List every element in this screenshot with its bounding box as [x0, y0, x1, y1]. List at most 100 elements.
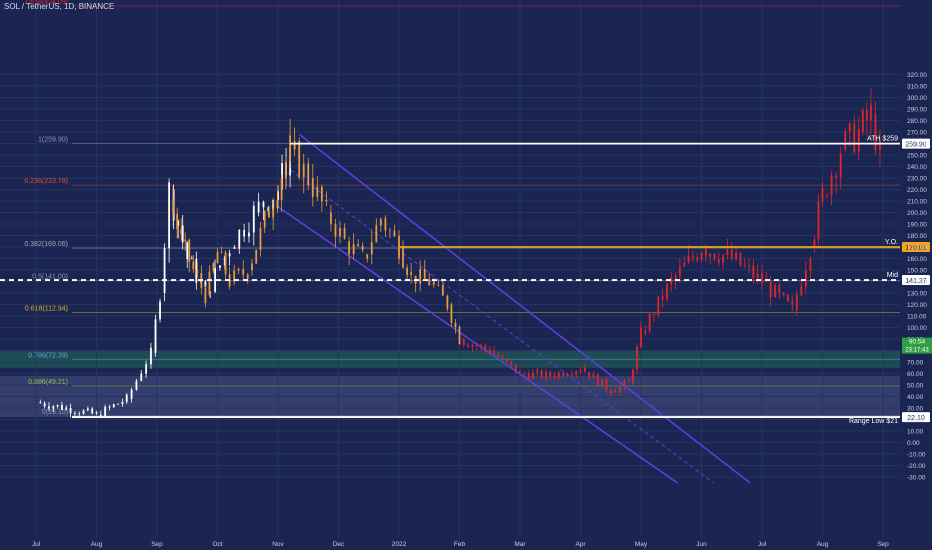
candle-body	[471, 344, 474, 347]
price-tick-label: 0.00	[907, 440, 920, 447]
level-price-label: 259.90	[905, 142, 927, 149]
candle-body	[640, 327, 642, 347]
price-tick-label: 100.00	[907, 325, 927, 332]
candle-body	[618, 386, 621, 393]
candle-body	[188, 239, 191, 262]
candle-body	[186, 242, 189, 260]
candle-body	[375, 225, 378, 243]
candle-body	[666, 284, 668, 300]
candle-body	[636, 346, 638, 370]
price-tick-label: 30.00	[907, 406, 924, 413]
candle-body	[450, 304, 453, 323]
candle-body	[181, 225, 184, 243]
price-tick-label: 280.00	[907, 118, 927, 125]
candle-body	[835, 175, 838, 178]
price-tick-label: 270.00	[907, 130, 927, 137]
candle-body	[212, 263, 215, 272]
candle-body	[145, 364, 148, 374]
candle-body	[661, 296, 664, 300]
candle-body	[588, 371, 591, 378]
candle-body	[370, 242, 373, 255]
candle-body	[861, 110, 864, 132]
candle-body	[307, 163, 310, 186]
price-tick-label: 240.00	[907, 164, 927, 171]
candle-body	[298, 141, 301, 178]
candle-body	[252, 205, 255, 233]
candle-body	[78, 413, 81, 415]
candle-body	[583, 367, 586, 372]
time-tick-label: Aug	[817, 541, 829, 548]
candle-body	[196, 270, 199, 274]
candle-body	[865, 110, 868, 121]
candle-body	[809, 258, 812, 271]
candle-body	[493, 350, 495, 355]
current-price-badge	[902, 337, 932, 354]
candle-body	[277, 191, 279, 200]
candle-body	[709, 253, 712, 257]
candle-body	[722, 254, 725, 263]
candle-body	[393, 230, 396, 236]
candle-body	[177, 220, 180, 226]
candle-body	[458, 327, 461, 345]
candle-body	[238, 230, 241, 249]
candle-body	[410, 272, 412, 275]
price-tick-label: 150.00	[907, 268, 927, 275]
price-tick-label: 250.00	[907, 153, 927, 160]
candle-body	[501, 357, 504, 358]
level-name: Range Low $21	[849, 418, 898, 425]
candle-body	[325, 199, 328, 202]
candle-body	[687, 255, 690, 263]
channel-lower-line	[277, 206, 678, 484]
time-axis[interactable]: Jul Aug Sep Oct Nov Dec 2022 Feb Mar Apr May Jun Jul…	[0, 537, 932, 550]
time-tick-label: Dec	[333, 541, 345, 548]
level-price-label: 170.01	[905, 245, 927, 252]
candle-body	[195, 258, 198, 283]
candle-body	[246, 274, 249, 279]
candle-body	[257, 201, 260, 213]
candle-body	[428, 278, 431, 286]
candle-body	[432, 281, 435, 285]
price-axis[interactable]: -30.00 -20.00 -10.00 0.00 10.00 20.00 30.00 40.…	[902, 72, 932, 482]
candle-body	[510, 361, 513, 365]
candle-body	[730, 249, 733, 259]
fib-label: 0(23.10)	[42, 409, 68, 416]
candle-body	[289, 135, 291, 162]
candle-body	[826, 195, 828, 197]
candle-body	[73, 413, 76, 414]
candle-body	[233, 247, 236, 249]
time-tick-label: 2022	[392, 541, 407, 548]
time-tick-label: Apr	[575, 541, 586, 548]
candle-body	[540, 370, 543, 378]
candle-body	[437, 284, 440, 286]
candle-body	[384, 218, 387, 231]
candle-body	[532, 372, 534, 379]
candle-body	[774, 285, 776, 298]
level-price-badge	[902, 412, 930, 423]
fib-label: 0.886(49.21)	[28, 379, 68, 386]
candle-body	[813, 239, 816, 247]
candle-body	[748, 265, 750, 267]
candle-body	[263, 211, 266, 228]
candle-body	[653, 314, 655, 316]
candle-body	[475, 344, 478, 347]
time-tick-label: Jul	[758, 541, 767, 548]
candle-body	[683, 262, 686, 267]
candle-body	[519, 371, 521, 373]
level-price-badge	[902, 275, 930, 286]
candle-body	[130, 389, 133, 399]
price-tick-label: 70.00	[907, 360, 924, 367]
candle-body	[713, 253, 716, 260]
price-tick-label: 200.00	[907, 210, 927, 217]
candle-body	[562, 372, 565, 377]
candle-body	[214, 267, 216, 292]
candle-body	[192, 261, 195, 269]
candle-body	[678, 266, 681, 276]
candle-body	[704, 247, 707, 257]
price-tick-label: -10.00	[907, 452, 926, 459]
candle-body	[853, 123, 856, 153]
price-tick-label: 160.00	[907, 256, 927, 263]
candle-body	[735, 252, 737, 259]
time-tick-label: Jun	[696, 541, 707, 548]
candle-body	[441, 284, 444, 296]
